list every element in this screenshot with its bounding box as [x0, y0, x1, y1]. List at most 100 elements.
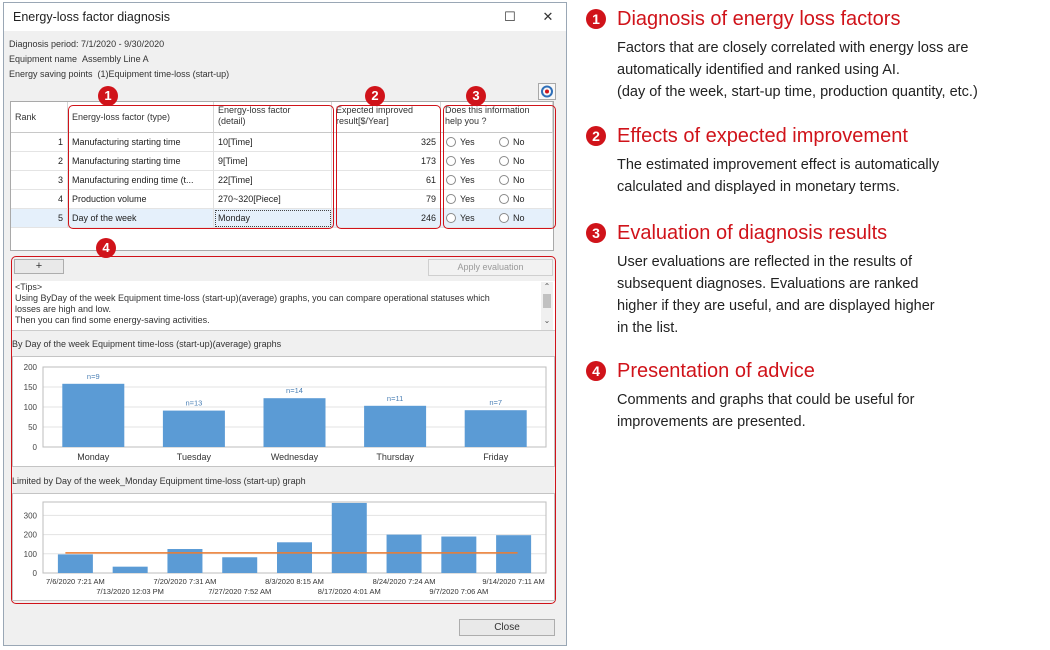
header-improve-line1: Expected improved — [336, 105, 414, 115]
header-help: Does this information help you ? — [441, 102, 553, 133]
chart2-label: Limited by Day of the week_Monday Equipm… — [12, 476, 306, 486]
radio-yes-label: Yes — [460, 175, 475, 185]
tips-line-3: Then you can find some energy-saving act… — [15, 315, 210, 325]
y-tick-label: 100 — [24, 403, 38, 412]
section-3-badge: 3 — [586, 223, 606, 243]
cell-help: Yes No — [441, 190, 553, 209]
badge-2: 2 — [365, 86, 385, 106]
cell-rank: 1 — [11, 133, 68, 152]
x-tick-label: Wednesday — [271, 452, 319, 462]
cell-detail: 10[Time] — [214, 133, 332, 152]
y-tick-label: 0 — [33, 569, 38, 578]
maximize-button[interactable]: ☐ — [504, 9, 516, 24]
date-bar — [112, 566, 148, 573]
section-3-desc-line: in the list. — [617, 320, 679, 336]
cell-detail: 270~320[Piece] — [214, 190, 332, 209]
section-3-desc-line: User evaluations are reflected in the re… — [617, 254, 912, 270]
scroll-up-icon: ⌃ — [543, 282, 551, 291]
radio-no[interactable] — [499, 175, 509, 185]
header-detail-line1: Energy-loss factor — [218, 105, 291, 115]
scroll-thumb[interactable] — [543, 294, 551, 308]
annotation-box-4 — [11, 256, 556, 604]
radio-yes-label: Yes — [460, 194, 475, 204]
section-2-desc-line: The estimated improvement effect is auto… — [617, 157, 940, 173]
annotation-box-1 — [68, 105, 334, 229]
radio-no[interactable] — [499, 194, 509, 204]
radio-no[interactable] — [499, 156, 509, 166]
date-bar — [441, 536, 477, 573]
y-tick-label: 200 — [24, 531, 38, 540]
section-4-title: Presentation of advice — [617, 360, 815, 382]
radio-no[interactable] — [499, 213, 509, 223]
weekday-bar — [162, 410, 225, 447]
add-button[interactable]: + — [14, 259, 64, 274]
tips-heading: <Tips> — [15, 282, 43, 292]
weekday-bar — [464, 410, 527, 447]
annotation-box-2 — [336, 105, 441, 229]
tips-scrollbar[interactable]: ⌃ ⌄ — [541, 282, 553, 330]
y-tick-label: 300 — [24, 511, 38, 520]
section-4-badge: 4 — [586, 361, 606, 381]
header-detail: Energy-loss factor (detail) — [214, 102, 332, 133]
radio-yes[interactable] — [446, 213, 456, 223]
close-button[interactable]: Close — [459, 619, 555, 636]
apply-evaluation-button[interactable]: Apply evaluation — [428, 259, 553, 276]
weekday-chart: 200 150 100 50 0 n=9 Monday n=13 Tuesday n=14 Wedn… — [24, 363, 547, 462]
radio-no-label: No — [513, 175, 525, 185]
cell-type: Day of the week — [68, 209, 214, 228]
table-row[interactable]: 5 Day of the week Monday 246 Yes No — [11, 209, 553, 228]
radio-yes-label: Yes — [460, 213, 475, 223]
section-2-badge: 2 — [586, 126, 606, 146]
date-bar — [222, 557, 258, 573]
header-improve-line2: result[$/Year] — [336, 116, 389, 126]
radio-yes[interactable] — [446, 156, 456, 166]
header-help-line1: Does this information — [445, 105, 530, 115]
monday-chart-panel: 300 200 100 0 7/6/2020 7:21 AM 7/13/2020 12:0… — [12, 493, 555, 601]
date-bar — [496, 535, 532, 573]
diagnosis-period: Diagnosis period: 7/1/2020 - 9/30/2020 — [9, 39, 165, 49]
section-1-desc-line: automatically identified and ranked usin… — [617, 62, 900, 78]
title-bar: Energy-loss factor diagnosis ☐ ✕ — [4, 3, 566, 31]
x-tick-label: 7/6/2020 7:21 AM — [46, 577, 105, 586]
section-4-desc-line: improvements are presented. — [617, 414, 806, 430]
cell-detail: 9[Time] — [214, 152, 332, 171]
x-tick-label: 9/7/2020 7:06 AM — [429, 587, 488, 596]
badge-3: 3 — [466, 86, 486, 106]
y-tick-label: 150 — [24, 383, 38, 392]
radio-no-label: No — [513, 156, 525, 166]
section-3-desc-line: higher if they are useful, and are displ… — [617, 298, 935, 314]
header-rank: Rank — [11, 102, 68, 133]
radio-yes[interactable] — [446, 194, 456, 204]
radio-yes[interactable] — [446, 175, 456, 185]
cell-rank: 3 — [11, 171, 68, 190]
radio-no-label: No — [513, 194, 525, 204]
bar-count-label: n=14 — [286, 386, 303, 395]
cell-help: Yes No — [441, 171, 553, 190]
table-row[interactable]: 2 Manufacturing starting time 9[Time] 173 Ye… — [11, 152, 553, 171]
header-detail-line2: (detail) — [218, 116, 246, 126]
section-3-desc-line: subsequent diagnoses. Evaluations are ra… — [617, 276, 919, 292]
badge-4: 4 — [96, 238, 116, 258]
section-2-desc-line: calculated and displayed in monetary ter… — [617, 179, 900, 195]
x-tick-label: 8/24/2020 7:24 AM — [373, 577, 436, 586]
bar-count-label: n=9 — [87, 372, 100, 381]
x-tick-label: Friday — [483, 452, 509, 462]
x-tick-label: 9/14/2020 7:11 AM — [482, 577, 544, 586]
radio-yes-label: Yes — [460, 156, 475, 166]
close-window-button[interactable]: ✕ — [542, 9, 554, 24]
cell-help: Yes No — [441, 152, 553, 171]
bar-count-label: n=11 — [387, 394, 403, 403]
badge-1: 1 — [98, 86, 118, 106]
cell-type: Production volume — [68, 190, 214, 209]
tips-line-1: Using ByDay of the week Equipment time-l… — [15, 293, 490, 303]
equipment-name: Equipment name Assembly Line A — [9, 54, 149, 64]
weekday-chart-panel: 200 150 100 50 0 n=9 Monday n=13 Tuesday n=14 Wedn… — [12, 356, 555, 467]
refresh-button[interactable] — [538, 83, 556, 100]
weekday-bar — [62, 383, 125, 447]
table-row[interactable]: 3 Manufacturing ending time (t... 22[Time]… — [11, 171, 553, 190]
section-1-badge: 1 — [586, 9, 606, 29]
y-tick-label: 100 — [24, 550, 38, 559]
radio-yes[interactable] — [446, 137, 456, 147]
chart1-label: By Day of the week Equipment time-loss (… — [12, 339, 282, 349]
radio-no[interactable] — [499, 137, 509, 147]
